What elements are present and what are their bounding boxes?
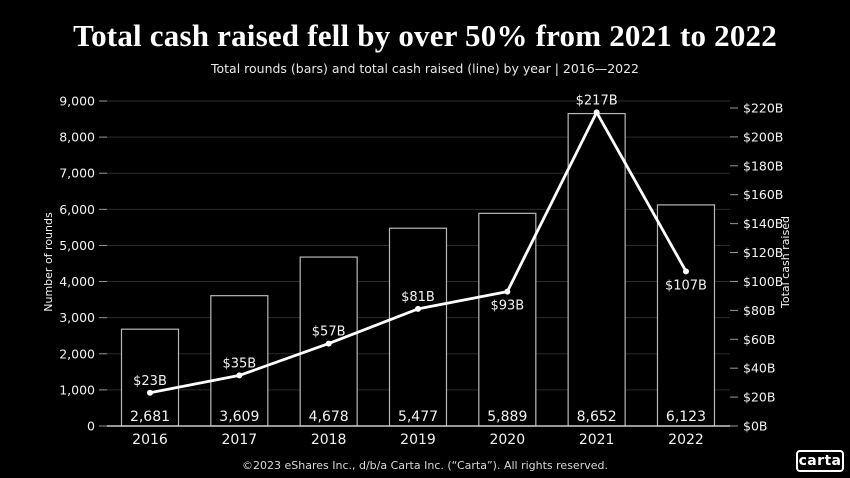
x-axis-label: 2022 bbox=[668, 432, 704, 448]
left-axis-title: Number of rounds bbox=[42, 212, 55, 312]
bar-value-label: 3,609 bbox=[219, 409, 259, 425]
left-tick-label: 0 bbox=[87, 419, 95, 434]
right-tick-label: $180B bbox=[743, 158, 783, 173]
bar bbox=[567, 112, 626, 427]
bar bbox=[388, 227, 448, 427]
copyright-text: ©2023 eShares Inc., d/b/a Carta Inc. (“C… bbox=[242, 459, 608, 472]
left-tick-label: 4,000 bbox=[59, 274, 95, 289]
carta-logo: carta bbox=[796, 450, 844, 472]
left-tick-label: 9,000 bbox=[59, 94, 95, 109]
left-tick-label: 8,000 bbox=[59, 130, 95, 145]
right-tick-label: $60B bbox=[743, 332, 775, 347]
bar-value-label: 6,123 bbox=[666, 409, 706, 425]
left-tick-label: 5,000 bbox=[59, 238, 95, 253]
bar bbox=[656, 204, 716, 427]
right-tick-label: $100B bbox=[743, 274, 783, 289]
line-marker bbox=[236, 372, 243, 379]
x-axis-label: 2017 bbox=[222, 432, 258, 448]
right-tick-label: $160B bbox=[743, 187, 783, 202]
right-tick-label: $40B bbox=[743, 361, 775, 376]
x-axis-label: 2018 bbox=[311, 432, 347, 448]
left-tick-label: 6,000 bbox=[59, 202, 95, 217]
bar bbox=[478, 212, 537, 427]
line-value-label: $57B bbox=[312, 325, 346, 340]
right-tick-label: $80B bbox=[743, 303, 775, 318]
bar-series bbox=[120, 112, 716, 427]
carta-logo-label: carta bbox=[798, 453, 842, 469]
x-axis-label: 2019 bbox=[400, 432, 436, 448]
line-marker bbox=[325, 340, 332, 347]
bar-value-labels: 2,681 3,609 4,678 5,477 5,889 8,652 6,123 bbox=[130, 409, 706, 425]
line-marker bbox=[504, 288, 511, 295]
line-marker bbox=[682, 268, 689, 275]
x-axis-label: 2020 bbox=[489, 432, 525, 448]
right-tick-label: $0B bbox=[743, 419, 767, 434]
bar-value-label: 4,678 bbox=[309, 409, 349, 425]
right-tick-label: $120B bbox=[743, 245, 783, 260]
line-value-label: $35B bbox=[222, 356, 256, 371]
line-value-label: $23B bbox=[133, 374, 167, 389]
line-value-label: $81B bbox=[401, 290, 435, 305]
line-marker bbox=[147, 389, 153, 396]
bar-value-label: 2,681 bbox=[130, 409, 170, 425]
line-marker bbox=[414, 305, 421, 312]
left-tick-label: 2,000 bbox=[59, 346, 95, 361]
bar bbox=[120, 328, 180, 427]
line-value-label: $93B bbox=[490, 299, 524, 314]
bar bbox=[210, 295, 269, 427]
left-tick-label: 1,000 bbox=[59, 382, 95, 397]
line-value-label: $217B bbox=[576, 93, 618, 108]
right-axis-title: Total cash raised bbox=[779, 216, 792, 309]
line-marker bbox=[593, 109, 600, 116]
bar-value-label: 8,652 bbox=[577, 409, 617, 425]
chart-subtitle: Total rounds (bars) and total cash raise… bbox=[210, 61, 640, 76]
left-tick-label: 7,000 bbox=[59, 166, 95, 181]
left-axis-tick-labels: 0 1,000 2,000 3,000 4,000 5,000 6,000 7,000 8,00… bbox=[59, 94, 95, 434]
right-tick-label: $20B bbox=[743, 390, 775, 405]
line-value-label: $107B bbox=[665, 278, 707, 293]
line-markers bbox=[147, 109, 689, 396]
right-tick-label: $200B bbox=[743, 129, 783, 144]
right-axis-tick-labels: $0B $20B $40B $60B $80B $100B $120B $140B $160B $… bbox=[743, 101, 783, 434]
left-tick-label: 3,000 bbox=[59, 310, 95, 325]
right-tick-label: $220B bbox=[743, 101, 783, 116]
right-tick-label: $140B bbox=[743, 216, 783, 231]
axis-ticks bbox=[99, 100, 738, 427]
x-axis-label: 2021 bbox=[579, 432, 615, 448]
bar-value-label: 5,477 bbox=[398, 409, 438, 425]
line-value-labels: $23B $35B $57B $81B $93B $217B $107B bbox=[133, 93, 707, 388]
bar-value-label: 5,889 bbox=[487, 409, 527, 425]
page-title: Total cash raised fell by over 50% from … bbox=[73, 18, 777, 53]
x-axis-labels: 2016 2017 2018 2019 2020 2021 2022 bbox=[132, 432, 704, 448]
x-axis-label: 2016 bbox=[132, 432, 168, 448]
